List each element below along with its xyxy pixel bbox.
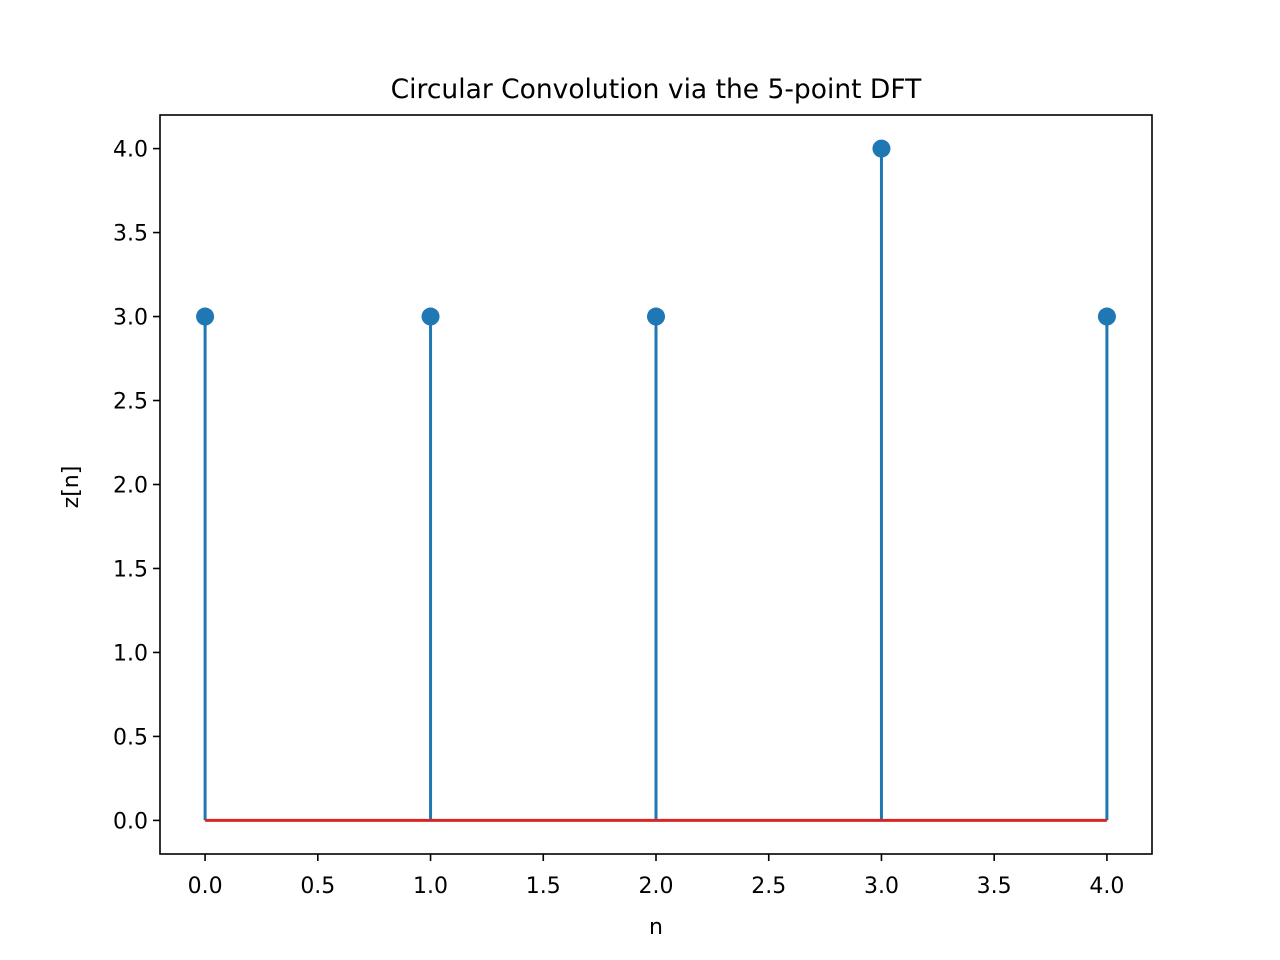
stem-marker xyxy=(196,307,215,326)
stem-marker xyxy=(647,307,665,326)
x-tick-label: 3.5 xyxy=(977,874,1012,899)
stem-marker xyxy=(1097,307,1116,326)
y-tick-label: 0.5 xyxy=(113,725,148,750)
x-tick-label: 0.5 xyxy=(300,874,335,899)
stem-marker xyxy=(421,307,440,326)
y-tick-label: 3.5 xyxy=(113,222,148,247)
x-axis-label: n xyxy=(649,915,663,940)
x-tick-label: 2.5 xyxy=(751,874,786,899)
y-tick-label: 3.0 xyxy=(113,306,148,331)
x-tick-label: 1.5 xyxy=(526,874,561,899)
x-tick-label: 0.0 xyxy=(188,874,223,899)
y-tick-label: 0.0 xyxy=(113,809,148,834)
y-axis-label: z[n] xyxy=(59,466,84,509)
x-tick-label: 4.0 xyxy=(1089,874,1124,899)
x-tick-label: 3.0 xyxy=(864,874,899,899)
y-tick-label: 1.0 xyxy=(113,641,148,666)
plot-area xyxy=(196,139,1116,822)
y-tick-label: 4.0 xyxy=(113,138,148,163)
x-tick-label: 1.0 xyxy=(413,874,448,899)
y-tick-label: 1.5 xyxy=(113,557,148,582)
y-tick-label: 2.0 xyxy=(113,474,148,499)
axes: 0.0 0.5 1.0 1.5 2.0 2.5 3.0 3.5 4.0 0.0 0.5 1.0 1.5 2… xyxy=(113,114,1153,899)
stem-marker xyxy=(872,139,891,158)
chart-title: Circular Convolution via the 5-point DFT xyxy=(391,74,922,105)
y-tick-label: 2.5 xyxy=(113,390,148,415)
x-tick-label: 2.0 xyxy=(639,874,674,899)
